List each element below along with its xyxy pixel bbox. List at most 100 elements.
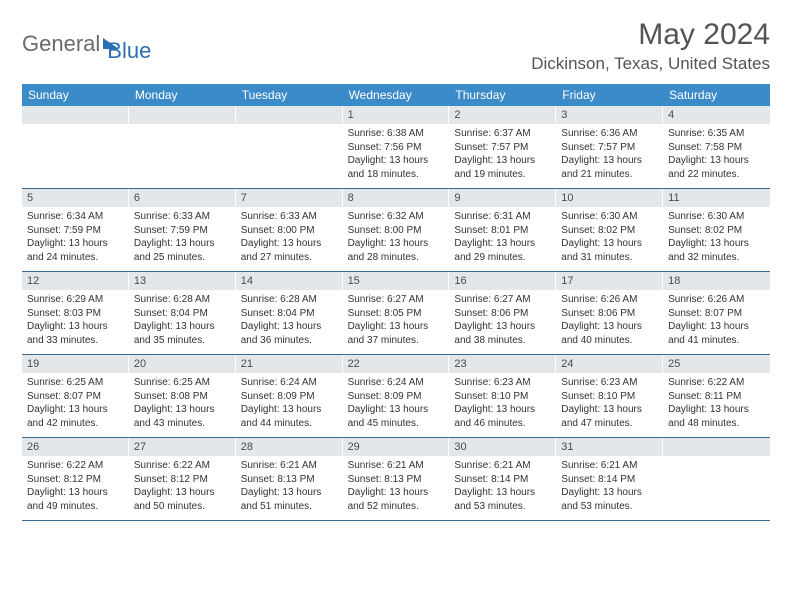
day-body: Sunrise: 6:22 AMSunset: 8:12 PMDaylight:… <box>22 456 129 519</box>
week-row: 19Sunrise: 6:25 AMSunset: 8:07 PMDayligh… <box>22 355 770 438</box>
day-cell: 2Sunrise: 6:37 AMSunset: 7:57 PMDaylight… <box>449 106 556 188</box>
sunset-text: Sunset: 8:12 PM <box>134 473 231 487</box>
day-number: 30 <box>449 438 556 456</box>
daylight-text: Daylight: 13 hours and 46 minutes. <box>454 403 551 430</box>
sunset-text: Sunset: 8:07 PM <box>668 307 765 321</box>
sunset-text: Sunset: 7:56 PM <box>348 141 445 155</box>
day-header: Wednesday <box>343 84 450 106</box>
day-number: 23 <box>449 355 556 373</box>
day-body: Sunrise: 6:23 AMSunset: 8:10 PMDaylight:… <box>449 373 556 436</box>
day-body: Sunrise: 6:27 AMSunset: 8:06 PMDaylight:… <box>449 290 556 353</box>
logo-text-blue: Blue <box>107 24 151 64</box>
daylight-text: Daylight: 13 hours and 32 minutes. <box>668 237 765 264</box>
day-body: Sunrise: 6:26 AMSunset: 8:07 PMDaylight:… <box>663 290 770 353</box>
sunrise-text: Sunrise: 6:22 AM <box>27 459 124 473</box>
day-cell: 30Sunrise: 6:21 AMSunset: 8:14 PMDayligh… <box>449 438 556 520</box>
day-number: 20 <box>129 355 236 373</box>
day-cell: 20Sunrise: 6:25 AMSunset: 8:08 PMDayligh… <box>129 355 236 437</box>
sunset-text: Sunset: 8:12 PM <box>27 473 124 487</box>
day-body: Sunrise: 6:25 AMSunset: 8:08 PMDaylight:… <box>129 373 236 436</box>
sunset-text: Sunset: 8:13 PM <box>348 473 445 487</box>
sunset-text: Sunset: 8:09 PM <box>348 390 445 404</box>
day-number: 12 <box>22 272 129 290</box>
sunrise-text: Sunrise: 6:25 AM <box>134 376 231 390</box>
week-row: 26Sunrise: 6:22 AMSunset: 8:12 PMDayligh… <box>22 438 770 521</box>
day-cell: 11Sunrise: 6:30 AMSunset: 8:02 PMDayligh… <box>663 189 770 271</box>
daylight-text: Daylight: 13 hours and 52 minutes. <box>348 486 445 513</box>
day-cell: 7Sunrise: 6:33 AMSunset: 8:00 PMDaylight… <box>236 189 343 271</box>
sunset-text: Sunset: 7:59 PM <box>134 224 231 238</box>
daylight-text: Daylight: 13 hours and 51 minutes. <box>241 486 338 513</box>
sunset-text: Sunset: 8:02 PM <box>668 224 765 238</box>
day-number: 10 <box>556 189 663 207</box>
day-body: Sunrise: 6:38 AMSunset: 7:56 PMDaylight:… <box>343 124 450 187</box>
sunrise-text: Sunrise: 6:35 AM <box>668 127 765 141</box>
day-number: 9 <box>449 189 556 207</box>
day-number: 27 <box>129 438 236 456</box>
day-cell: 15Sunrise: 6:27 AMSunset: 8:05 PMDayligh… <box>343 272 450 354</box>
day-body: Sunrise: 6:22 AMSunset: 8:12 PMDaylight:… <box>129 456 236 519</box>
sunrise-text: Sunrise: 6:21 AM <box>561 459 658 473</box>
day-number <box>129 106 236 124</box>
daylight-text: Daylight: 13 hours and 31 minutes. <box>561 237 658 264</box>
day-body: Sunrise: 6:31 AMSunset: 8:01 PMDaylight:… <box>449 207 556 270</box>
sunrise-text: Sunrise: 6:22 AM <box>134 459 231 473</box>
sunrise-text: Sunrise: 6:33 AM <box>134 210 231 224</box>
daylight-text: Daylight: 13 hours and 18 minutes. <box>348 154 445 181</box>
day-cell: 18Sunrise: 6:26 AMSunset: 8:07 PMDayligh… <box>663 272 770 354</box>
day-body: Sunrise: 6:27 AMSunset: 8:05 PMDaylight:… <box>343 290 450 353</box>
sunrise-text: Sunrise: 6:24 AM <box>348 376 445 390</box>
day-number: 15 <box>343 272 450 290</box>
sunrise-text: Sunrise: 6:33 AM <box>241 210 338 224</box>
sunset-text: Sunset: 8:09 PM <box>241 390 338 404</box>
day-body: Sunrise: 6:37 AMSunset: 7:57 PMDaylight:… <box>449 124 556 187</box>
daylight-text: Daylight: 13 hours and 35 minutes. <box>134 320 231 347</box>
day-cell: 9Sunrise: 6:31 AMSunset: 8:01 PMDaylight… <box>449 189 556 271</box>
day-cell: 4Sunrise: 6:35 AMSunset: 7:58 PMDaylight… <box>663 106 770 188</box>
daylight-text: Daylight: 13 hours and 49 minutes. <box>27 486 124 513</box>
sunset-text: Sunset: 8:00 PM <box>348 224 445 238</box>
daylight-text: Daylight: 13 hours and 21 minutes. <box>561 154 658 181</box>
day-number: 25 <box>663 355 770 373</box>
day-number: 17 <box>556 272 663 290</box>
day-header: Monday <box>129 84 236 106</box>
day-body: Sunrise: 6:21 AMSunset: 8:14 PMDaylight:… <box>556 456 663 519</box>
sunrise-text: Sunrise: 6:30 AM <box>668 210 765 224</box>
daylight-text: Daylight: 13 hours and 45 minutes. <box>348 403 445 430</box>
sunrise-text: Sunrise: 6:28 AM <box>134 293 231 307</box>
day-header: Friday <box>556 84 663 106</box>
sunset-text: Sunset: 7:57 PM <box>454 141 551 155</box>
calendar: Sunday Monday Tuesday Wednesday Thursday… <box>22 84 770 521</box>
sunset-text: Sunset: 8:08 PM <box>134 390 231 404</box>
day-cell: 8Sunrise: 6:32 AMSunset: 8:00 PMDaylight… <box>343 189 450 271</box>
daylight-text: Daylight: 13 hours and 42 minutes. <box>27 403 124 430</box>
day-body: Sunrise: 6:30 AMSunset: 8:02 PMDaylight:… <box>556 207 663 270</box>
sunset-text: Sunset: 7:58 PM <box>668 141 765 155</box>
day-cell <box>22 106 129 188</box>
day-number: 28 <box>236 438 343 456</box>
day-number: 21 <box>236 355 343 373</box>
day-cell: 26Sunrise: 6:22 AMSunset: 8:12 PMDayligh… <box>22 438 129 520</box>
daylight-text: Daylight: 13 hours and 19 minutes. <box>454 154 551 181</box>
sunrise-text: Sunrise: 6:36 AM <box>561 127 658 141</box>
day-number: 24 <box>556 355 663 373</box>
month-title: May 2024 <box>531 18 770 52</box>
daylight-text: Daylight: 13 hours and 25 minutes. <box>134 237 231 264</box>
sunset-text: Sunset: 8:10 PM <box>454 390 551 404</box>
day-cell: 22Sunrise: 6:24 AMSunset: 8:09 PMDayligh… <box>343 355 450 437</box>
sunrise-text: Sunrise: 6:21 AM <box>454 459 551 473</box>
day-cell: 28Sunrise: 6:21 AMSunset: 8:13 PMDayligh… <box>236 438 343 520</box>
day-number: 14 <box>236 272 343 290</box>
day-cell: 14Sunrise: 6:28 AMSunset: 8:04 PMDayligh… <box>236 272 343 354</box>
sunset-text: Sunset: 8:07 PM <box>27 390 124 404</box>
day-cell <box>663 438 770 520</box>
daylight-text: Daylight: 13 hours and 41 minutes. <box>668 320 765 347</box>
sunset-text: Sunset: 7:59 PM <box>27 224 124 238</box>
day-number <box>236 106 343 124</box>
day-body: Sunrise: 6:24 AMSunset: 8:09 PMDaylight:… <box>236 373 343 436</box>
sunset-text: Sunset: 8:14 PM <box>561 473 658 487</box>
day-number: 2 <box>449 106 556 124</box>
page-header: General Blue May 2024 Dickinson, Texas, … <box>22 18 770 74</box>
daylight-text: Daylight: 13 hours and 53 minutes. <box>561 486 658 513</box>
daylight-text: Daylight: 13 hours and 40 minutes. <box>561 320 658 347</box>
